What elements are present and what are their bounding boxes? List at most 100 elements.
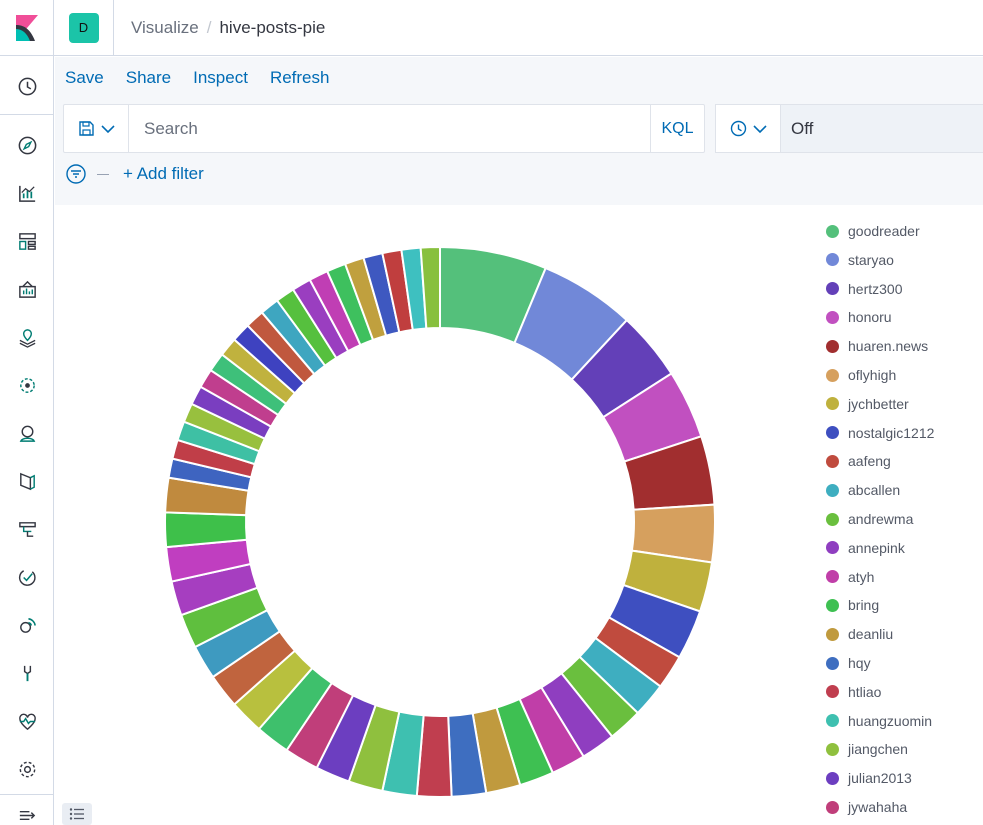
- breadcrumb-separator: /: [206, 17, 212, 37]
- refresh-link[interactable]: Refresh: [269, 68, 330, 87]
- legend-item[interactable]: staryao: [826, 251, 894, 269]
- clock-icon: [18, 77, 36, 95]
- legend-color-dot: [826, 570, 839, 584]
- legend-label: jywahaha: [848, 799, 908, 815]
- nav-collapse[interactable]: [0, 796, 54, 825]
- pie-slice[interactable]: [419, 245, 441, 330]
- kibana-logo[interactable]: [0, 0, 54, 56]
- breadcrumb-current: hive-posts-pie: [219, 17, 326, 37]
- legend-item[interactable]: hertz300: [826, 280, 902, 298]
- legend-color-dot: [826, 253, 839, 267]
- legend-label: abcallen: [848, 482, 901, 499]
- legend-color-dot: [826, 627, 839, 641]
- legend-color-dot: [826, 541, 839, 555]
- legend-item[interactable]: huaren.news: [826, 337, 928, 355]
- nav-uptime[interactable]: [0, 558, 54, 596]
- nav-dashboard[interactable]: [0, 222, 54, 260]
- side-nav: [0, 56, 54, 825]
- legend-label: goodreader: [848, 223, 920, 239]
- share-link[interactable]: Share: [125, 68, 172, 87]
- legend-item[interactable]: julian2013: [826, 769, 912, 787]
- legend-color-dot: [826, 483, 839, 497]
- legend-label: huangzuomin: [848, 712, 933, 729]
- legend-item[interactable]: atyh: [826, 568, 874, 586]
- query-language-button[interactable]: KQL: [650, 105, 704, 152]
- legend-color-dot: [826, 282, 839, 296]
- legend-item[interactable]: nostalgic1212: [826, 424, 934, 442]
- inspect-link[interactable]: Inspect: [193, 68, 248, 87]
- legend-label: hqy: [848, 655, 871, 671]
- search-input[interactable]: [129, 105, 650, 152]
- legend-item[interactable]: honoru: [826, 308, 892, 326]
- legend-item[interactable]: aafeng: [826, 452, 891, 470]
- legend-item[interactable]: jychbetter: [826, 395, 909, 413]
- legend-item[interactable]: htliao: [826, 683, 881, 701]
- breadcrumb: Visualize / hive-posts-pie: [114, 18, 325, 38]
- legend-label: annepink: [848, 539, 905, 556]
- saved-query-button[interactable]: [64, 105, 129, 152]
- legend-item[interactable]: goodreader: [826, 222, 920, 240]
- top-nav-menu: Save Share Inspect Refresh: [65, 68, 329, 88]
- legend-color-dot: [826, 771, 839, 785]
- space-selector[interactable]: D: [54, 0, 114, 56]
- legend-label: oflyhigh: [848, 367, 897, 383]
- nav-visualize[interactable]: [0, 174, 54, 212]
- filter-bar: + Add filter: [65, 163, 204, 185]
- save-link[interactable]: Save: [65, 68, 104, 87]
- nav-canvas[interactable]: [0, 270, 54, 308]
- nav-discover[interactable]: [0, 126, 54, 164]
- chevron-down-icon: [752, 124, 767, 133]
- legend-color-dot: [826, 454, 839, 468]
- stack-monitoring-icon: [18, 713, 36, 730]
- legend-color-dot: [826, 598, 839, 612]
- legend-color-dot: [826, 368, 839, 382]
- legend-label: nostalgic1212: [848, 424, 935, 441]
- filter-options-icon[interactable]: [65, 163, 87, 185]
- legend-color-dot: [826, 512, 839, 526]
- nav-siem[interactable]: [0, 606, 54, 644]
- time-picker: Off: [715, 104, 983, 153]
- nav-dev-tools[interactable]: [0, 654, 54, 692]
- legend-item[interactable]: deanliu: [826, 625, 893, 643]
- quick-time-button[interactable]: [716, 105, 781, 152]
- nav-machine-learning[interactable]: [0, 366, 54, 404]
- breadcrumb-visualize[interactable]: Visualize: [131, 17, 199, 37]
- nav-recent[interactable]: [0, 67, 54, 105]
- apm-icon: [18, 521, 36, 537]
- siem-icon: [19, 617, 36, 633]
- legend-item[interactable]: jiangchen: [826, 740, 908, 758]
- legend-item[interactable]: andrewma: [826, 510, 913, 528]
- legend-item[interactable]: bring: [826, 596, 879, 614]
- legend-color-dot: [826, 310, 839, 324]
- visualize-icon: [18, 185, 35, 202]
- time-range-value[interactable]: Off: [781, 105, 983, 152]
- legend-item[interactable]: huangzuomin: [826, 712, 932, 730]
- nav-infrastructure[interactable]: [0, 414, 54, 452]
- add-filter-button[interactable]: + Add filter: [123, 164, 204, 183]
- nav-maps[interactable]: [0, 318, 54, 356]
- legend-label: atyh: [848, 568, 875, 585]
- legend-color-dot: [826, 397, 839, 411]
- legend-item[interactable]: jywahaha: [826, 798, 907, 816]
- nav-apm[interactable]: [0, 510, 54, 548]
- filter-divider: [97, 173, 109, 175]
- legend-toggle-button[interactable]: [62, 803, 92, 825]
- legend-label: jychbetter: [848, 395, 909, 412]
- save-icon: [78, 121, 94, 136]
- legend-item[interactable]: hqy: [826, 654, 871, 672]
- nav-management[interactable]: [0, 750, 54, 788]
- legend-item[interactable]: annepink: [826, 539, 905, 557]
- legend-item[interactable]: abcallen: [826, 481, 900, 499]
- nav-logs[interactable]: [0, 462, 54, 500]
- legend-color-dot: [826, 714, 839, 728]
- kibana-logo-icon: [15, 14, 38, 41]
- legend-item[interactable]: oflyhigh: [826, 366, 896, 384]
- maps-icon: [19, 328, 35, 348]
- nav-stack-monitoring[interactable]: [0, 702, 54, 740]
- nav-divider: [0, 114, 53, 115]
- dashboard-icon: [18, 232, 36, 250]
- legend-color-dot: [826, 224, 839, 238]
- legend-label: honoru: [848, 309, 892, 326]
